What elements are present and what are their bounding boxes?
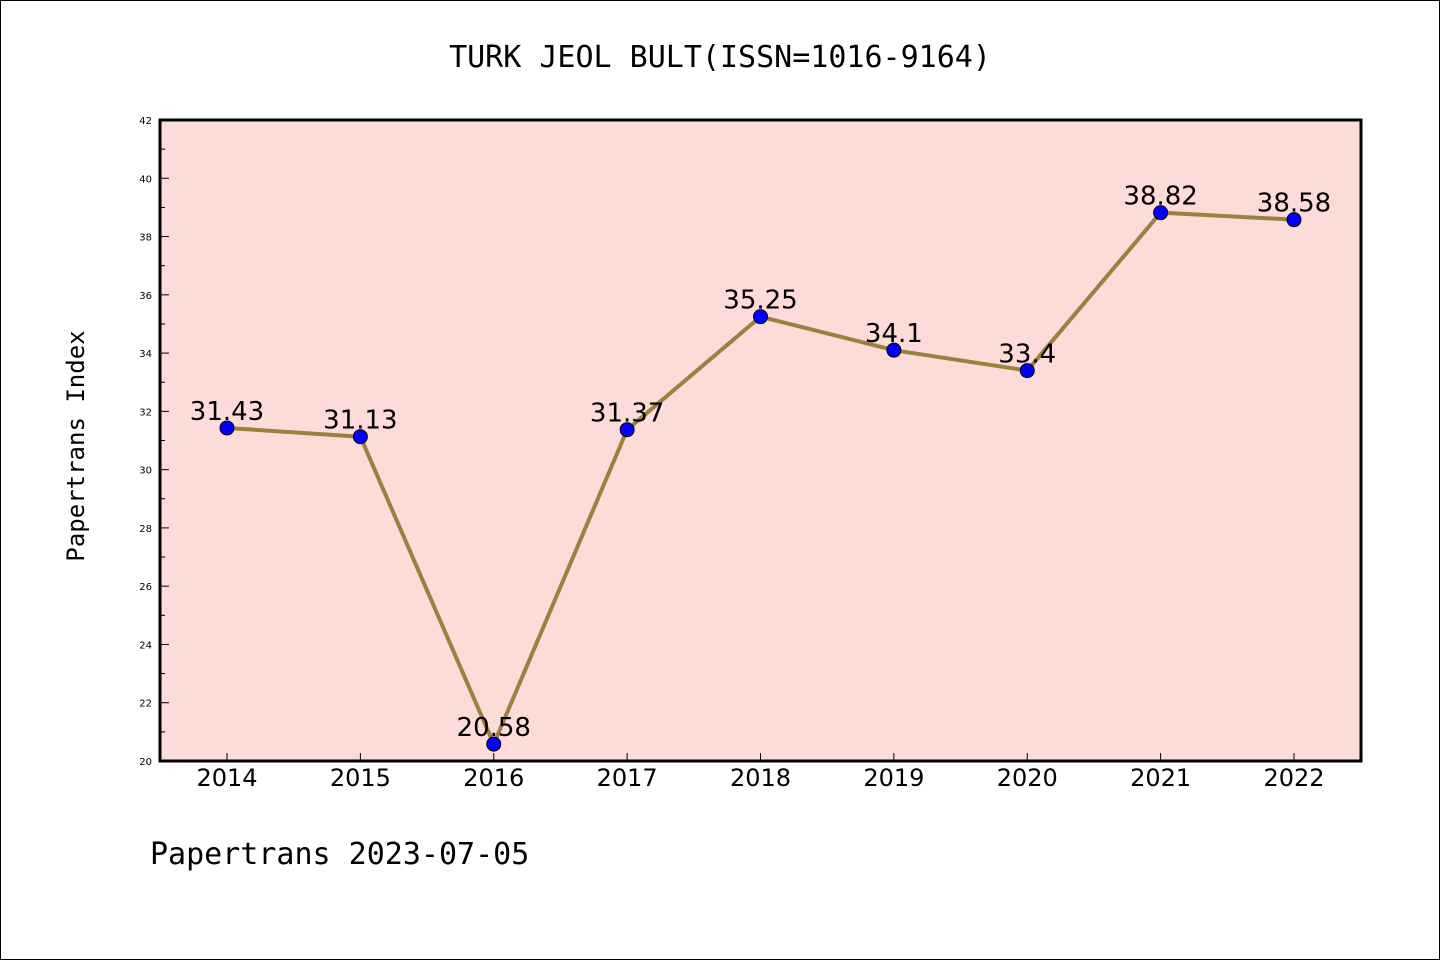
y-tick-label: 36 xyxy=(139,291,152,302)
y-tick-label: 26 xyxy=(139,582,152,593)
data-point xyxy=(753,309,768,325)
data-point xyxy=(1153,205,1169,221)
y-tick-label: 30 xyxy=(139,466,152,477)
x-tick-label: 2016 xyxy=(463,764,524,792)
y-tick-label: 32 xyxy=(139,407,152,418)
x-tick-label: 2017 xyxy=(597,764,658,792)
x-tick-label: 2019 xyxy=(863,764,924,792)
x-tick-label: 2014 xyxy=(196,764,257,792)
y-tick-label: 38 xyxy=(139,233,152,244)
data-label: 38.58 xyxy=(1257,189,1331,219)
x-tick-label: 2021 xyxy=(1130,764,1191,792)
data-label: 31.43 xyxy=(190,397,264,427)
plot-area xyxy=(158,118,1363,763)
series-layer: 31.43 31.13 20.58 31.37 35.25 34.1 33.4 38.82 38… xyxy=(190,182,1331,752)
y-tick-label: 40 xyxy=(139,174,152,185)
data-label: 38.82 xyxy=(1123,182,1197,212)
data-point xyxy=(486,736,502,752)
x-tick-label: 2020 xyxy=(997,764,1058,792)
data-label: 33.4 xyxy=(998,340,1056,370)
x-tick-label: 2018 xyxy=(730,764,791,792)
data-point xyxy=(886,342,902,358)
data-label: 20.58 xyxy=(457,713,531,743)
x-tick-label: 2015 xyxy=(330,764,391,792)
data-label: 31.13 xyxy=(323,406,397,436)
data-point xyxy=(219,420,235,436)
y-tick-label: 24 xyxy=(139,640,152,651)
y-tick-label: 22 xyxy=(139,699,152,710)
y-axis: 20 22 24 26 28 30 32 34 36 38 40 42 xyxy=(139,116,169,768)
y-tick-label: 20 xyxy=(139,757,152,768)
data-point xyxy=(1019,363,1035,379)
data-label: 31.37 xyxy=(590,399,664,429)
data-label: 35.25 xyxy=(723,286,797,316)
y-tick-label: 28 xyxy=(139,524,152,535)
y-axis-label: Papertrans Index xyxy=(62,330,90,561)
data-point xyxy=(619,422,635,438)
chart-title: TURK JEOL BULT(ISSN=1016-9164) xyxy=(449,40,991,75)
data-label: 34.1 xyxy=(865,319,923,349)
x-axis: 2014 2015 2016 2017 2018 2019 2020 2021 2022 xyxy=(196,753,1325,792)
x-tick-label: 2022 xyxy=(1263,764,1324,792)
data-point xyxy=(352,429,368,445)
footer-text: Papertrans 2023-07-05 xyxy=(150,837,529,872)
data-point xyxy=(1286,212,1302,228)
y-tick-label: 42 xyxy=(139,116,152,127)
y-tick-label: 34 xyxy=(139,349,152,360)
